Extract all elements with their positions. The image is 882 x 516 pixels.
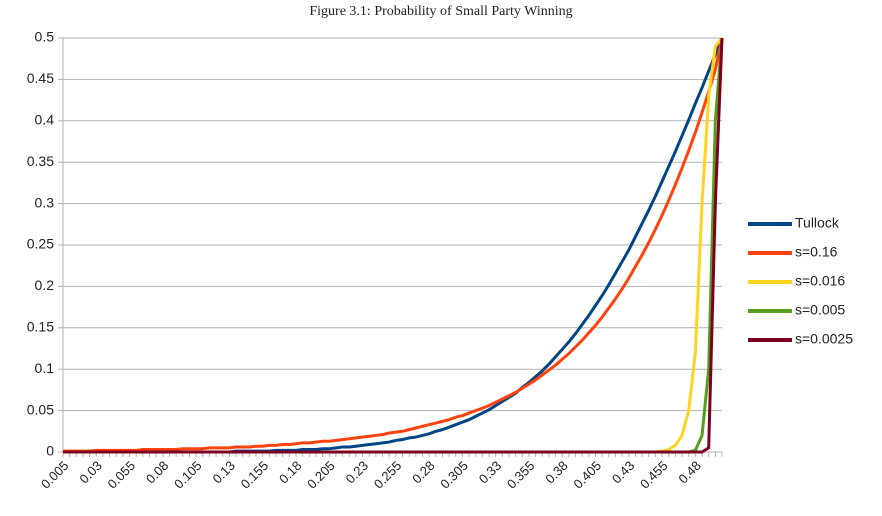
x-tick-label: 0.48 (675, 458, 704, 487)
y-tick-label: 0.35 (27, 153, 54, 169)
legend-label: s=0.0025 (795, 331, 853, 347)
legend-label: s=0.16 (795, 244, 838, 260)
x-tick-label: 0.08 (143, 458, 172, 487)
x-tick-label: 0.005 (38, 458, 72, 492)
y-tick-label: 0.4 (35, 112, 55, 128)
x-tick-label: 0.38 (542, 458, 571, 487)
legend-label: Tullock (795, 215, 840, 231)
series-line (63, 37, 724, 453)
x-tick-label: 0.13 (209, 458, 238, 487)
x-tick-label: 0.105 (171, 458, 205, 492)
x-tick-label: 0.405 (570, 458, 604, 492)
x-tick-label: 0.03 (76, 458, 105, 487)
y-tick-label: 0.1 (35, 360, 55, 376)
y-tick-label: 0.3 (35, 194, 55, 210)
x-tick-label: 0.205 (304, 458, 338, 492)
x-tick-label: 0.155 (238, 458, 272, 492)
y-tick-label: 0.25 (27, 236, 54, 252)
x-tick-label: 0.355 (504, 458, 538, 492)
y-tick-label: 0.45 (27, 70, 54, 86)
series-line (63, 37, 724, 454)
y-tick-label: 0 (46, 443, 54, 459)
x-tick-label: 0.23 (343, 458, 372, 487)
x-tick-label: 0.255 (371, 458, 405, 492)
y-tick-label: 0.5 (35, 29, 55, 45)
x-tick-label: 0.18 (276, 458, 305, 487)
x-tick-label: 0.28 (409, 458, 438, 487)
chart-title: Figure 3.1: Probability of Small Party W… (309, 4, 572, 19)
x-tick-label: 0.33 (476, 458, 505, 487)
legend-label: s=0.005 (795, 302, 845, 318)
y-tick-label: 0.15 (27, 319, 54, 335)
x-tick-label: 0.055 (104, 458, 138, 492)
x-tick-label: 0.305 (437, 458, 471, 492)
y-tick-label: 0.05 (27, 401, 54, 417)
x-tick-label: 0.455 (637, 458, 671, 492)
legend-label: s=0.016 (795, 273, 845, 289)
y-tick-label: 0.2 (35, 277, 55, 293)
x-tick-label: 0.43 (609, 458, 638, 487)
